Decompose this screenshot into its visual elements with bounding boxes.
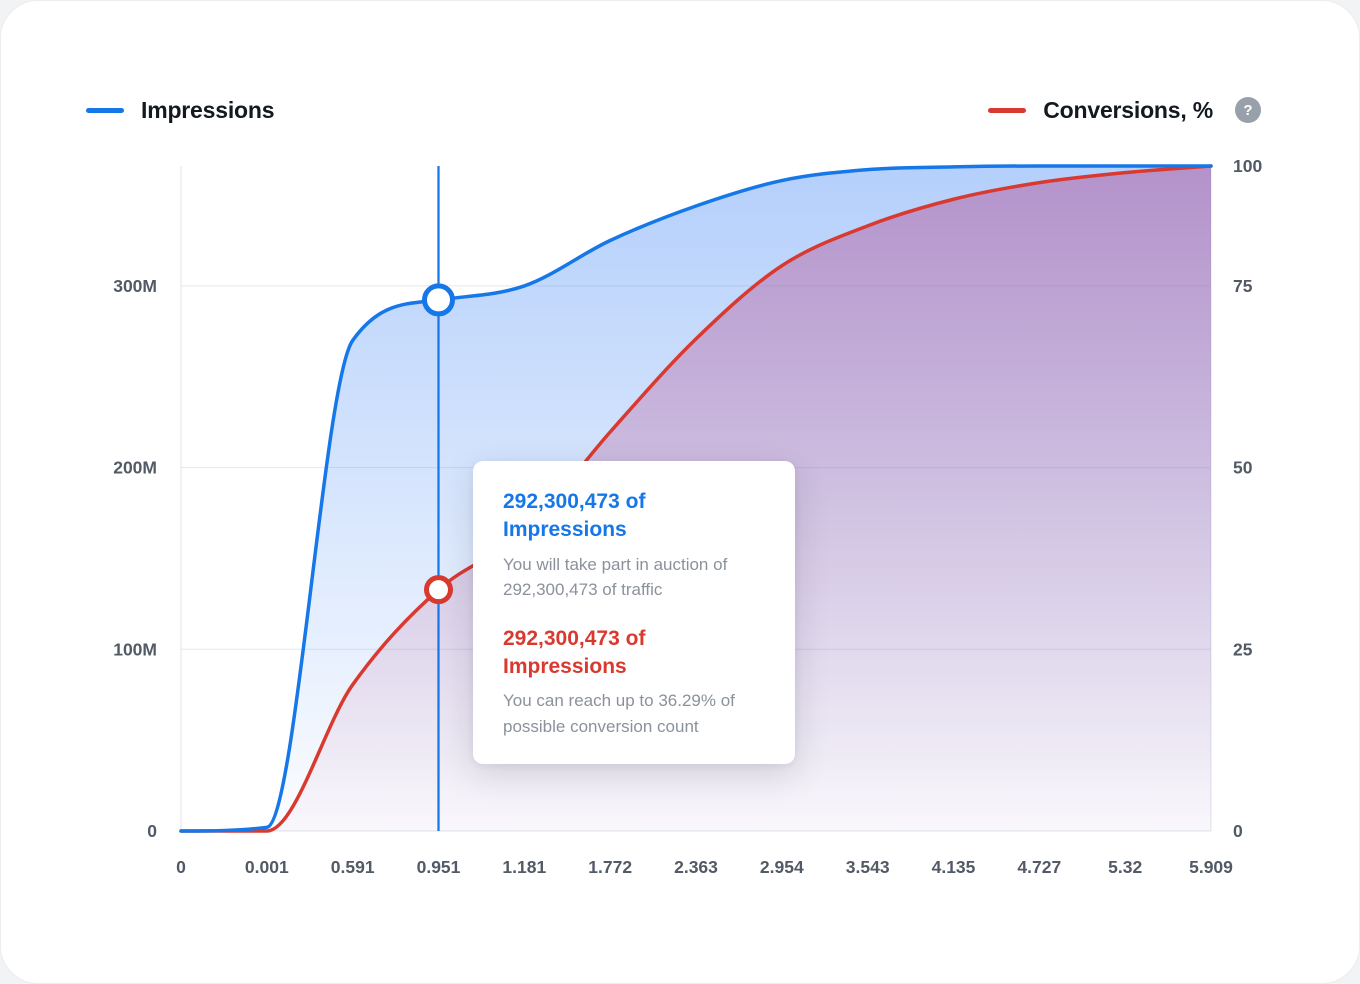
x-tick-label-2.363: 2.363 [674,857,718,877]
x-tick-label-3.543: 3.543 [846,857,890,877]
help-icon[interactable]: ? [1235,97,1261,123]
y-tick-label-right-100: 100 [1233,156,1262,176]
y-tick-label-left-100M: 100M [113,639,157,659]
chart-tooltip: 292,300,473 of Impressions You will take… [473,461,795,765]
x-tick-label-2.954: 2.954 [760,857,804,877]
y-tick-label-right-75: 75 [1233,276,1253,296]
conversions-line [179,164,1213,833]
impressions-legend-label: Impressions [141,96,275,123]
x-tick-label-0.001: 0.001 [245,857,289,877]
legend-conversions: Conversions, % ? [988,95,1261,125]
y-tick-label-left-200M: 200M [113,458,157,478]
x-tick-label-1.772: 1.772 [588,857,632,877]
tooltip-impressions-body: You will take part in auction of 292,300… [503,554,728,600]
y-tick-label-right-50: 50 [1233,458,1253,478]
impressions-marker[interactable] [422,283,455,317]
x-tick-label-5.32: 5.32 [1108,857,1142,877]
conversions-marker[interactable] [424,575,453,605]
x-tick-label-0: 0 [176,857,186,877]
x-tick-label-4.727: 4.727 [1017,857,1061,877]
y-tick-label-right-25: 25 [1233,639,1253,659]
tooltip-conversions-body: You can reach up to 36.29% of possible c… [503,691,735,736]
y-tick-label-left-0: 0 [147,821,157,841]
x-tick-label-1.181: 1.181 [502,857,546,877]
impressions-line [179,164,1213,833]
tooltip-conversions-title: 292,300,473 of Impressions [503,626,646,679]
y-tick-label-right-0: 0 [1233,821,1243,841]
x-tick-label-5.909: 5.909 [1189,857,1233,877]
tooltip-impressions-title: 292,300,473 of Impressions [503,490,646,542]
x-tick-label-0.591: 0.591 [331,857,375,877]
legend-impressions: Impressions [86,95,274,125]
y-tick-label-left-300M: 300M [113,276,157,296]
impressions-line-swatch [86,107,124,113]
x-tick-label-4.135: 4.135 [932,857,976,877]
x-tick-label-0.951: 0.951 [417,857,461,877]
conversions-legend-label: Conversions, % [1043,96,1213,123]
conversions-line-swatch [988,107,1027,113]
